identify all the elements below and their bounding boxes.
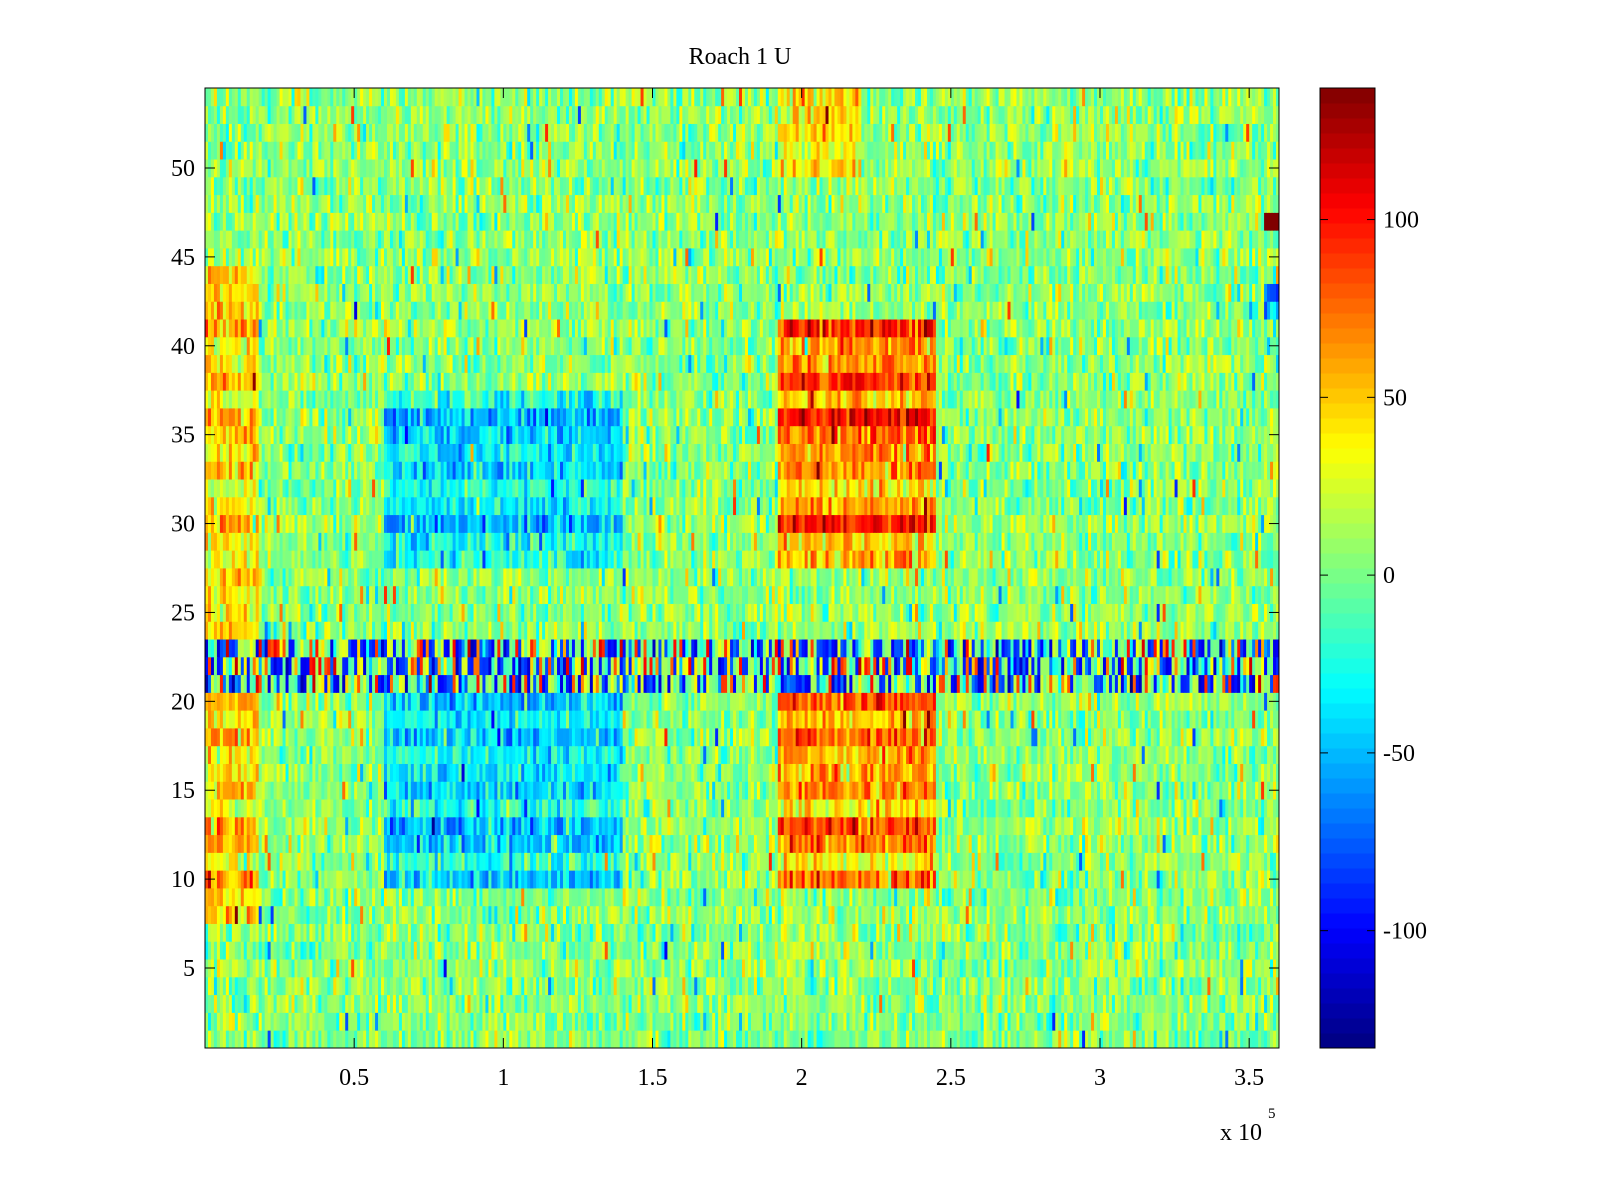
chart-title: Roach 1 U (689, 44, 792, 70)
